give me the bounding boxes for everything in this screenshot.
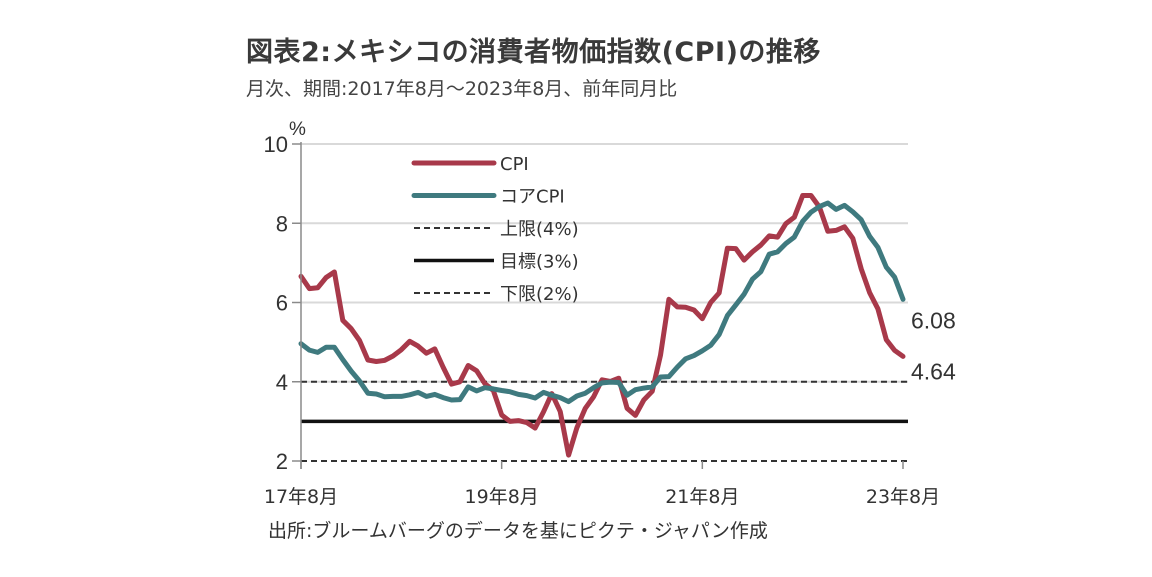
reference-lines [301,380,908,462]
legend-label: 目標(3%) [500,252,579,273]
y-tick-label: 4 [276,370,288,395]
legend-label: 下限(2%) [500,284,579,305]
end-labels: 4.64 6.08 [911,307,956,384]
x-tick-label: 21年8月 [665,486,739,508]
source-note: 出所:ブルームバーグのデータを基にピクテ・ジャパン作成 [268,520,768,542]
axes: 2 4 6 8 10 17年8月 19年8月 21年8月 23年8月 [264,132,941,508]
y-tick-label: 10 [264,132,288,157]
legend-label: CPI [500,154,529,175]
x-tick-label: 17年8月 [264,486,338,508]
series-lines [298,193,906,458]
end-label-cpi: 4.64 [911,358,956,384]
legend: CPI コアCPI 上限(4%) 目標(3%) 下限(2%) [411,154,579,305]
legend-label: コアCPI [500,187,565,208]
end-label-core-cpi: 6.08 [911,307,956,333]
x-tick-label: 19年8月 [465,486,539,508]
y-tick-label: 8 [276,211,288,236]
x-tick-label: 23年8月 [866,486,940,508]
gridlines [301,143,908,383]
y-unit-label: % [289,119,306,140]
series-line-core-cpi [298,200,906,405]
y-tick-label: 6 [276,291,288,316]
y-tick-label: 2 [276,449,288,474]
legend-label: 上限(4%) [500,219,579,240]
chart-title: 図表2:メキシコの消費者物価指数(CPI)の推移 [246,37,821,68]
chart-subtitle: 月次、期間:2017年8月～2023年8月、前年同月比 [246,78,678,100]
series-line-cpi [298,193,906,458]
